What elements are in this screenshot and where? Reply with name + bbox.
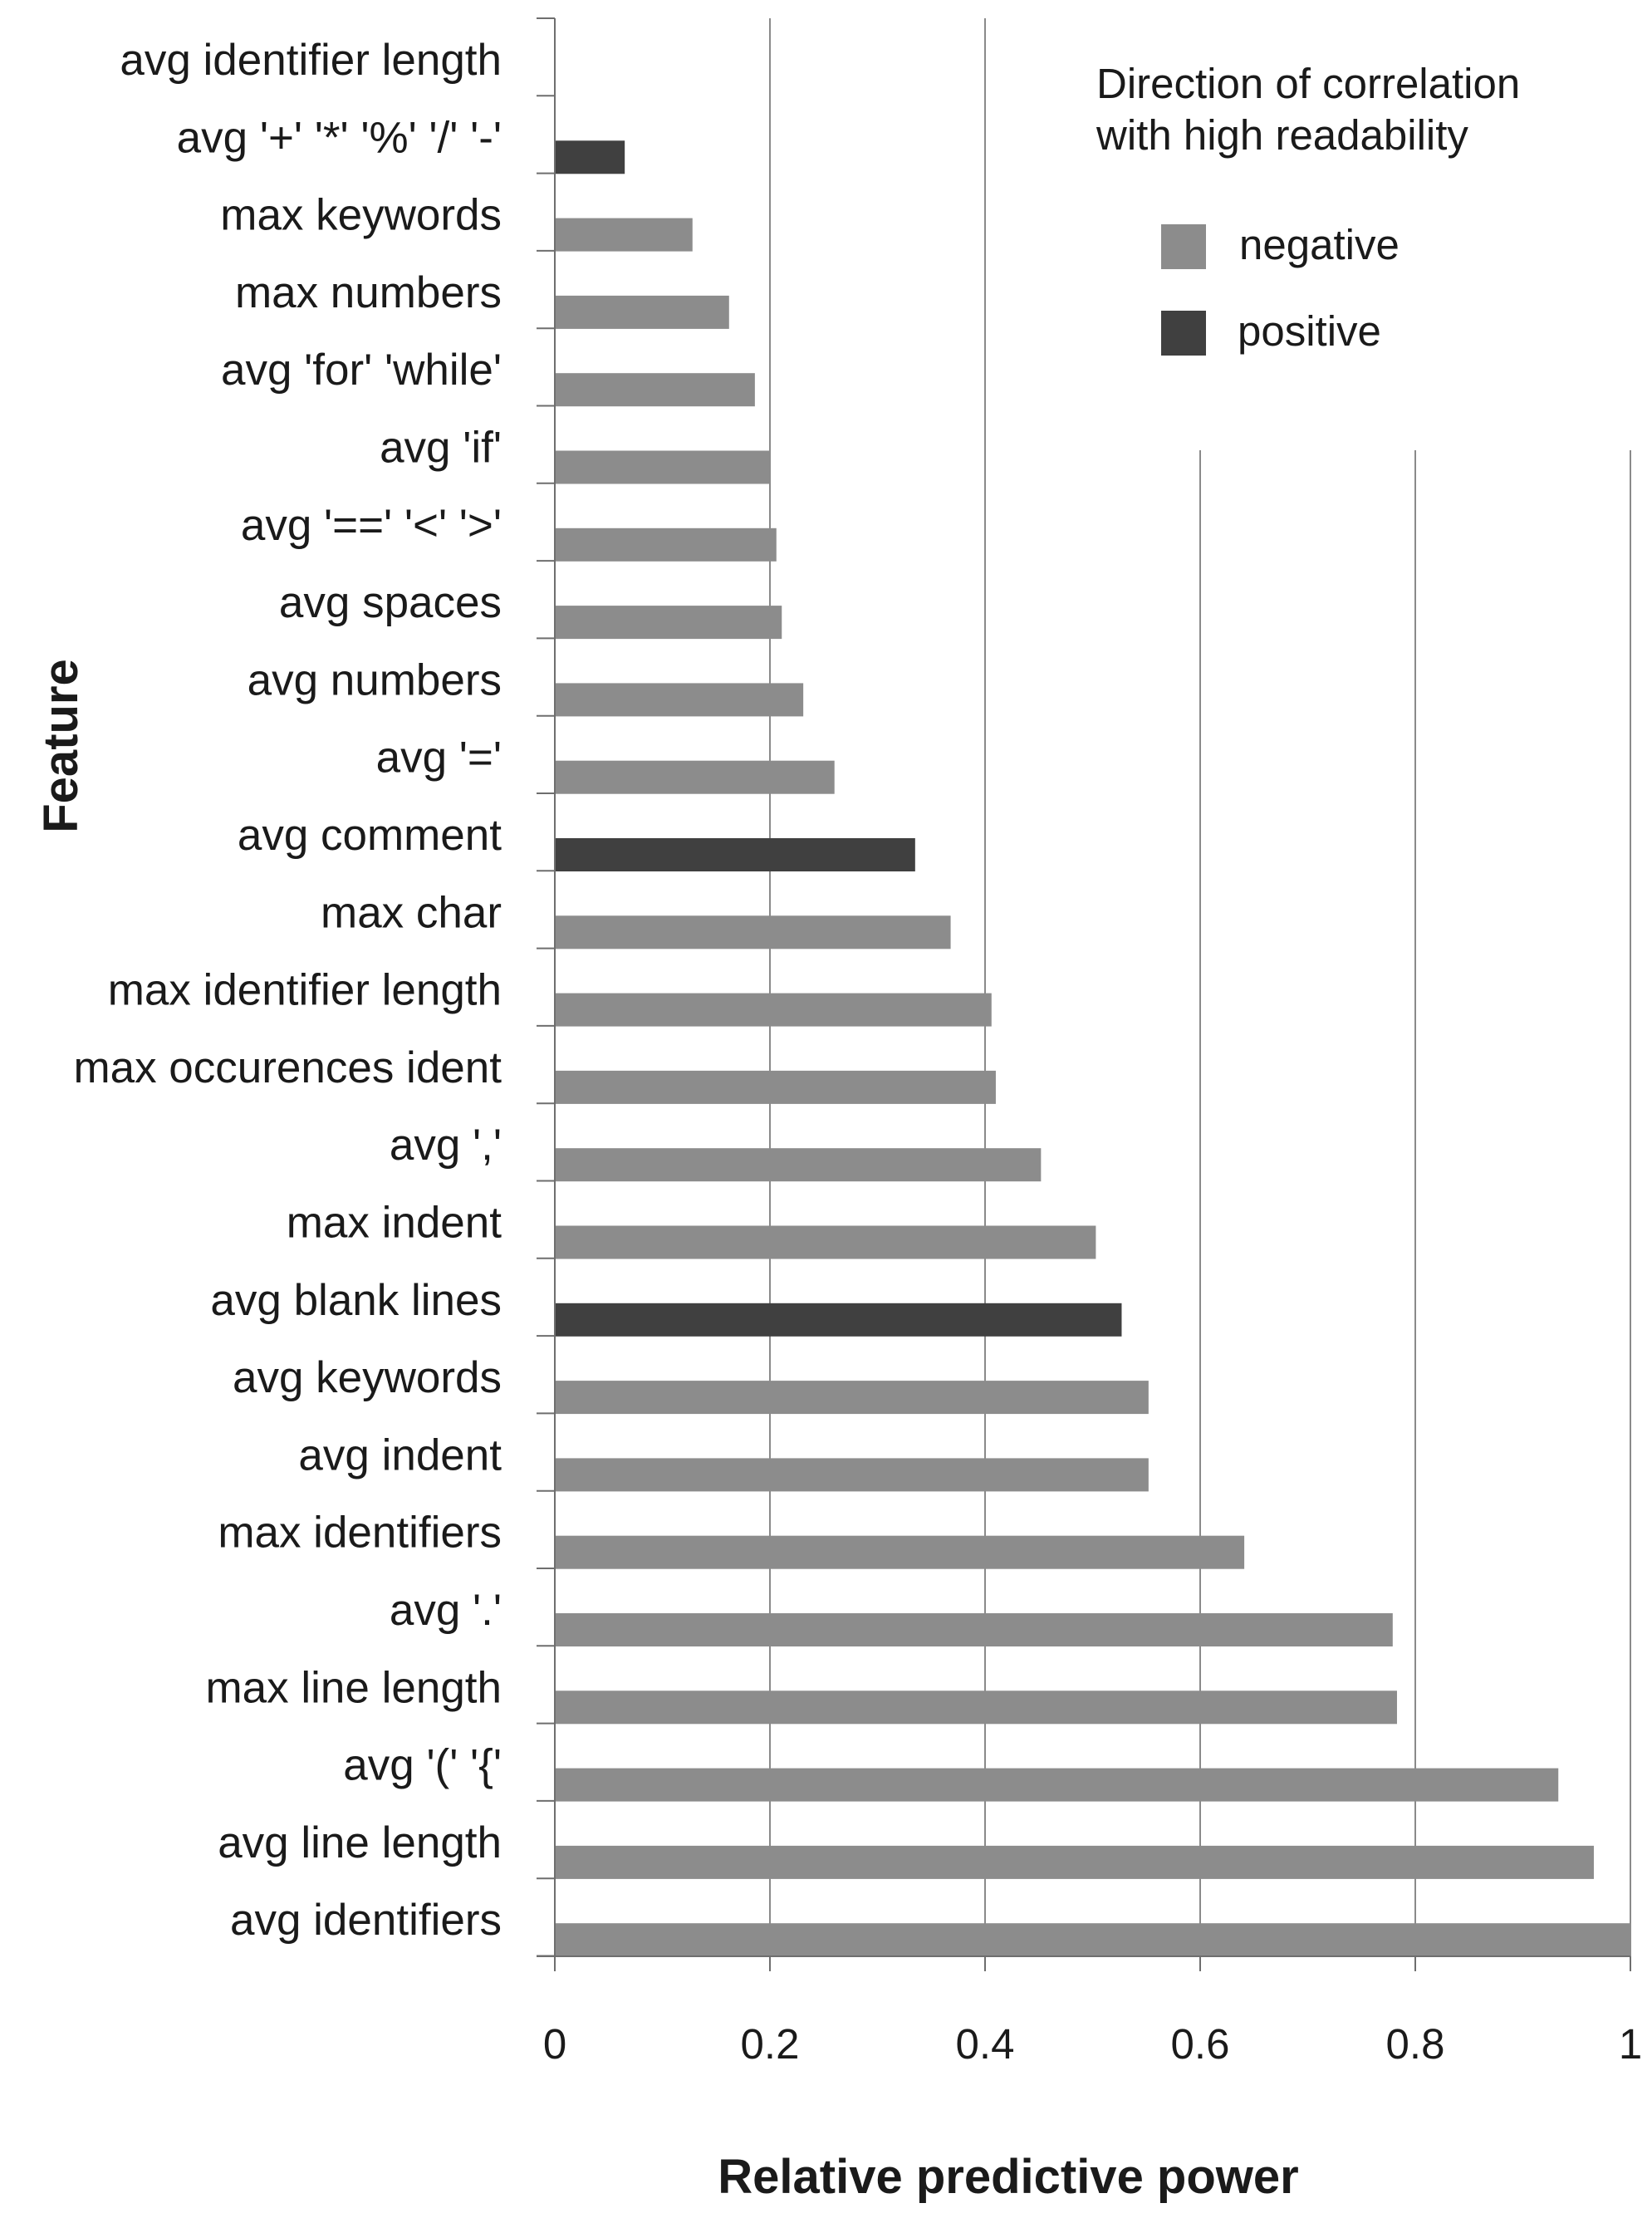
x-tick-labels: 0 0.2 0.4 0.6 0.8 1 (543, 2020, 1642, 2068)
category-label: avg '+' '*' '%' '/' '-' (177, 113, 502, 162)
bar-18 (555, 1458, 1149, 1492)
category-label: avg 'if' (380, 424, 502, 473)
x-tick-label: 0.8 (1386, 2020, 1445, 2068)
category-label: avg identifier length (120, 36, 502, 85)
grid-lines (769, 18, 1631, 1956)
bar-24 (555, 1923, 1630, 1957)
category-label: avg '(' '{' (343, 1741, 502, 1790)
x-tick-label: 0.2 (741, 2020, 800, 2068)
category-label: avg '=' (376, 734, 502, 783)
bar-21 (555, 1690, 1397, 1725)
x-tick-label: 0.4 (956, 2020, 1015, 2068)
category-label: avg blank lines (210, 1276, 502, 1325)
category-label: max line length (206, 1663, 502, 1712)
x-tick-label: 1 (1619, 2020, 1642, 2068)
category-label: avg comment (238, 811, 502, 860)
bar-5 (555, 450, 770, 484)
bars (555, 140, 1630, 1957)
category-label: avg 'for' 'while' (221, 346, 502, 395)
y-axis-title: Feature (34, 659, 88, 833)
bar-7 (555, 606, 782, 640)
bar-4 (555, 373, 755, 407)
category-label: avg line length (218, 1818, 502, 1867)
category-label: avg indent (298, 1430, 502, 1479)
bar-15 (555, 1225, 1096, 1259)
bar-23 (555, 1845, 1594, 1879)
category-label: avg ',' (390, 1121, 502, 1170)
bar-11 (555, 915, 951, 949)
legend: Direction of correlation with high reada… (1096, 60, 1520, 356)
legend-title-line-1: Direction of correlation (1096, 60, 1520, 107)
bar-17 (555, 1381, 1149, 1415)
category-label: max indent (287, 1199, 502, 1248)
legend-swatch-negative (1161, 224, 1206, 269)
category-label: max numbers (235, 268, 502, 317)
bar-14 (555, 1148, 1042, 1182)
bar-19 (555, 1535, 1245, 1569)
bar-8 (555, 683, 804, 717)
legend-label-positive: positive (1238, 307, 1381, 355)
bar-3 (555, 295, 729, 329)
bar-13 (555, 1070, 996, 1104)
bar-1 (555, 140, 625, 174)
legend-swatch-positive (1161, 311, 1206, 356)
bar-9 (555, 760, 835, 794)
category-label: avg keywords (233, 1353, 502, 1402)
bar-2 (555, 218, 693, 252)
category-label: max keywords (220, 191, 502, 240)
category-label: avg '==' '<' '>' (241, 501, 502, 550)
category-label: max identifiers (218, 1509, 502, 1558)
category-label: avg spaces (279, 578, 502, 627)
category-label: max identifier length (108, 966, 502, 1015)
category-label: max char (321, 888, 502, 937)
category-label: avg '.' (390, 1586, 502, 1635)
bar-20 (555, 1613, 1393, 1646)
x-tick-label: 0.6 (1171, 2020, 1230, 2068)
legend-label-negative: negative (1239, 221, 1400, 268)
bar-22 (555, 1768, 1559, 1802)
category-label: avg numbers (248, 655, 502, 704)
category-label: avg identifiers (230, 1896, 502, 1945)
category-label: max occurences ident (73, 1043, 502, 1092)
axes (537, 17, 1631, 1971)
bar-6 (555, 527, 777, 562)
x-tick-label: 0 (543, 2020, 566, 2068)
category-labels: avg identifier length avg '+' '*' '%' '/'… (73, 36, 502, 1945)
bar-12 (555, 993, 992, 1027)
x-axis-title: Relative predictive power (718, 2150, 1298, 2204)
legend-title-line-2: with high readability (1096, 111, 1468, 159)
bar-16 (555, 1303, 1122, 1337)
bar-10 (555, 838, 915, 871)
